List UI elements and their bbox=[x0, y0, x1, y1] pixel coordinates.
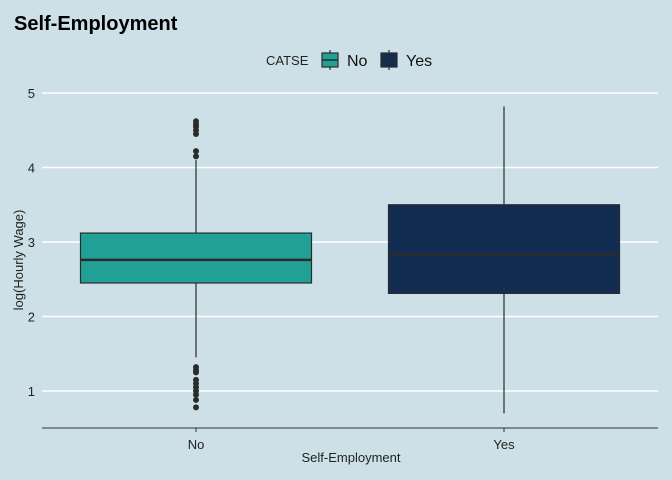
legend-key-no bbox=[321, 50, 339, 70]
x-tick-label: Yes bbox=[493, 437, 515, 452]
y-axis-label: log(Hourly Wage) bbox=[11, 210, 26, 311]
y-tick-label: 3 bbox=[28, 235, 35, 250]
x-axis-label: Self-Employment bbox=[302, 450, 401, 465]
chart-title: Self-Employment bbox=[14, 13, 178, 35]
outlier-point bbox=[193, 369, 199, 376]
y-tick-label: 5 bbox=[28, 86, 35, 101]
legend: CATSE No Yes bbox=[266, 50, 432, 70]
box-iqr bbox=[387, 204, 621, 295]
legend-label-yes: Yes bbox=[406, 53, 432, 70]
legend-label-no: No bbox=[347, 53, 368, 70]
legend-title: CATSE bbox=[266, 53, 309, 68]
outlier-point bbox=[193, 404, 199, 411]
y-tick-label: 1 bbox=[28, 384, 35, 399]
outlier-point bbox=[193, 130, 199, 137]
outlier-point bbox=[193, 148, 199, 155]
outlier-point bbox=[193, 391, 199, 398]
outlier-point bbox=[193, 396, 199, 403]
y-tick-label: 4 bbox=[28, 161, 35, 176]
y-axis-ticks: 1 2 3 4 5 bbox=[28, 86, 35, 399]
box-iqr bbox=[79, 232, 313, 284]
legend-key-yes bbox=[380, 50, 398, 70]
outlier-point bbox=[193, 153, 199, 160]
box-yes bbox=[387, 106, 621, 414]
x-tick-label: No bbox=[188, 437, 205, 452]
boxes bbox=[79, 106, 621, 414]
y-tick-label: 2 bbox=[28, 310, 35, 325]
x-axis-ticks: No Yes bbox=[188, 428, 515, 452]
box-no bbox=[79, 118, 313, 411]
